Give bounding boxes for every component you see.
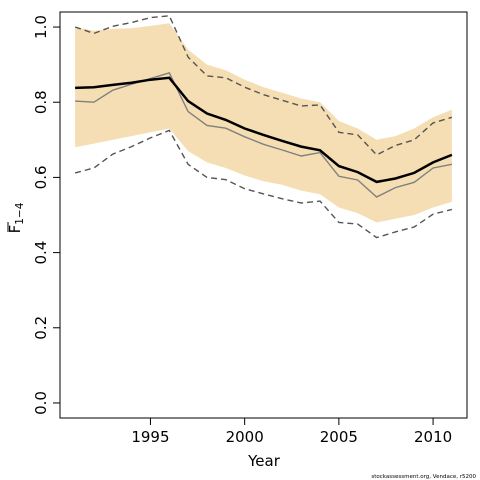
y-tick-label: 0.0 bbox=[32, 391, 50, 415]
y-axis-title-main: F bbox=[6, 225, 24, 234]
credit-text: stockassessment.org, Vendace, r5200 bbox=[371, 474, 476, 480]
ci-lower-line bbox=[74, 129, 453, 239]
y-tick-label: 0.6 bbox=[32, 165, 50, 189]
x-tick-label: 1995 bbox=[131, 428, 169, 446]
y-tick-label: 0.2 bbox=[32, 316, 50, 340]
x-tick-label: 2010 bbox=[414, 428, 452, 446]
svg-text:F1−4: F1−4 bbox=[6, 202, 26, 233]
y-axis-title-subscript: 1−4 bbox=[14, 202, 26, 224]
x-tick-label: 2000 bbox=[226, 428, 264, 446]
y-tick-label: 0.8 bbox=[32, 90, 50, 114]
y-tick-label: 1.0 bbox=[32, 15, 50, 39]
x-axis-title: Year bbox=[247, 452, 281, 470]
y-tick-label: 0.4 bbox=[32, 241, 50, 265]
confidence-band bbox=[75, 23, 452, 223]
estimate-line bbox=[75, 76, 453, 184]
plot-frame bbox=[59, 11, 468, 419]
y-axis-title: F1−4 bbox=[6, 202, 26, 233]
x-axis: 1995 2000 2005 2010 bbox=[131, 418, 452, 446]
ci-upper-line bbox=[74, 15, 453, 156]
band-layer bbox=[75, 23, 452, 223]
y-axis: 0.0 0.2 0.4 0.6 0.8 1.0 bbox=[32, 15, 60, 415]
x-tick-label: 2005 bbox=[320, 428, 358, 446]
lines-layer bbox=[74, 15, 453, 239]
